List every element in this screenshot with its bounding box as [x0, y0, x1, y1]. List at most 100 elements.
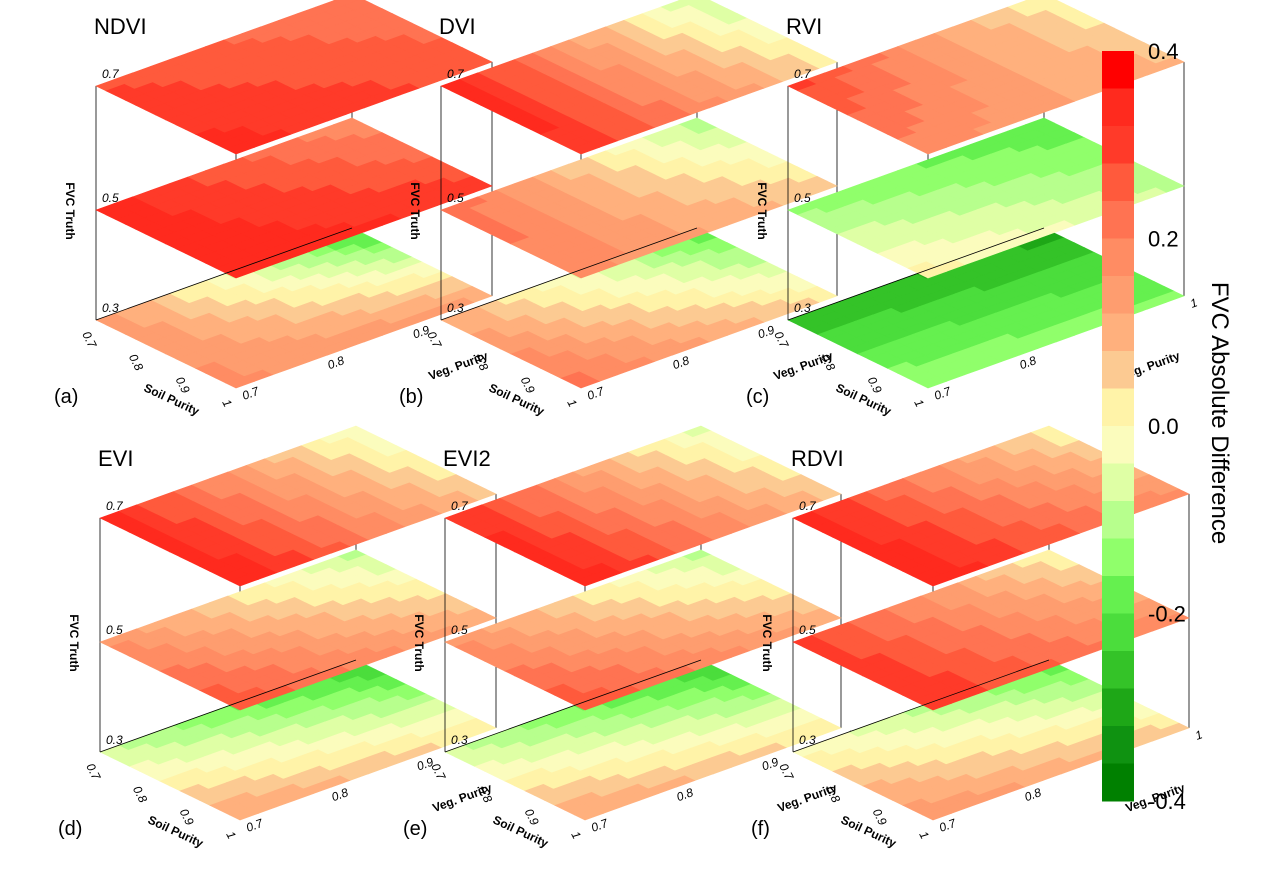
veg-tick-label: 0.7 — [240, 384, 262, 403]
colorbar-tick-label: 0.0 — [1148, 414, 1179, 439]
contour-cell — [574, 574, 605, 587]
fvc-level-label: 0.5 — [102, 191, 119, 205]
colorbar-segment — [1102, 351, 1134, 389]
soil-axis-line — [792, 659, 1050, 753]
fvc-level-label: 0.5 — [794, 191, 811, 205]
soil-tick-label: 0.9 — [522, 806, 542, 828]
veg-tick-label: 0.7 — [937, 816, 959, 835]
contour-cell — [917, 376, 948, 389]
fvc-level-label: 0.7 — [794, 67, 812, 81]
soil-tick-label: 0.7 — [83, 761, 104, 783]
panel-letter: (c) — [746, 386, 769, 408]
soil-tick-label: 1 — [219, 397, 235, 409]
veg-tick-label: 0.9 — [760, 755, 781, 774]
colorbar-segment — [1102, 501, 1134, 539]
colorbar-segment — [1102, 651, 1134, 689]
soil-tick-label: 0.9 — [177, 806, 197, 828]
panel-5: 0.70.50.30.70.80.910.70.80.91Soil Purity… — [403, 425, 856, 851]
fvc-level-label: 0.3 — [102, 301, 119, 315]
fvc-level-label: 0.5 — [799, 623, 816, 637]
veg-tick-label: 0.8 — [671, 353, 692, 372]
soil-purity-label: Soil Purity — [146, 813, 206, 851]
colorbar-segment — [1102, 276, 1134, 314]
fvc-truth-label: FVC Truth — [63, 182, 77, 239]
colorbar-segment — [1102, 126, 1134, 164]
colorbar-tick-label: 0.2 — [1148, 227, 1179, 252]
soil-tick-label: 0.7 — [79, 329, 100, 351]
veg-tick-label: 0.9 — [756, 323, 777, 342]
veg-tick-label: 0.9 — [415, 755, 436, 774]
fvc-level-label: 0.7 — [799, 499, 817, 513]
colorbar-segment — [1102, 51, 1134, 89]
layer-fvc-0.5 — [444, 549, 842, 711]
veg-tick-label: 0.8 — [675, 785, 696, 804]
panel-letter: (b) — [399, 386, 423, 408]
soil-tick-label: 0.9 — [518, 374, 538, 396]
panel-title: DVI — [439, 14, 476, 39]
panel-title: RDVI — [791, 446, 844, 471]
soil-tick-label: 0.8 — [130, 784, 150, 806]
panel-title: EVI2 — [443, 446, 491, 471]
soil-tick-label: 0.8 — [818, 352, 838, 374]
contour-cell — [922, 574, 953, 587]
fvc-truth-label: FVC Truth — [412, 614, 426, 671]
soil-purity-label: Soil Purity — [491, 813, 551, 851]
soil-tick-label: 0.8 — [823, 784, 843, 806]
soil-tick-label: 1 — [911, 397, 927, 409]
colorbar-title: FVC Absolute Difference — [1206, 282, 1233, 544]
colorbar-segment — [1102, 763, 1134, 802]
layer-fvc-0.3 — [99, 659, 497, 821]
contour-cell — [229, 574, 260, 587]
colorbar-tick-label: -0.2 — [1148, 602, 1186, 627]
soil-tick-label: 1 — [568, 829, 584, 841]
panel-letter: (e) — [403, 818, 427, 840]
fvc-level-label: 0.3 — [799, 733, 816, 747]
soil-tick-label: 0.9 — [173, 374, 193, 396]
fvc-level-label: 0.5 — [451, 623, 468, 637]
soil-purity-label: Soil Purity — [839, 813, 899, 851]
contour-cell — [570, 142, 601, 155]
soil-axis-line — [99, 659, 357, 753]
veg-tick-label: 0.8 — [1018, 353, 1039, 372]
veg-tick-label: 0.7 — [932, 384, 954, 403]
layer-fvc-0.7 — [787, 0, 1185, 155]
soil-tick-label: 0.7 — [776, 761, 797, 783]
panel-title: RVI — [786, 14, 822, 39]
veg-tick-label: 0.8 — [330, 785, 351, 804]
panel-2: 0.70.50.30.70.80.910.70.80.91Soil Purity… — [399, 0, 852, 419]
colorbar-segment — [1102, 88, 1134, 127]
fvc-truth-label: FVC Truth — [760, 614, 774, 671]
soil-tick-label: 0.8 — [475, 784, 495, 806]
soil-tick-label: 0.8 — [471, 352, 491, 374]
panel-4: 0.70.50.30.70.80.910.70.80.91Soil Purity… — [58, 425, 511, 851]
colorbar-segment — [1102, 201, 1134, 239]
panel-letter: (f) — [751, 818, 770, 840]
panel-1: 0.70.50.30.70.80.910.70.80.91Soil Purity… — [54, 0, 507, 419]
contour-cell — [922, 808, 953, 821]
soil-axis-line — [440, 227, 698, 321]
colorbar-segment — [1102, 313, 1134, 352]
layer-fvc-0.7 — [440, 0, 838, 155]
soil-tick-label: 1 — [916, 829, 932, 841]
contour-cell — [574, 808, 605, 821]
veg-tick-label: 0.8 — [326, 353, 347, 372]
fvc-level-label: 0.3 — [447, 301, 464, 315]
colorbar-segment — [1102, 576, 1134, 614]
veg-tick-label: 0.7 — [244, 816, 266, 835]
veg-tick-label: 0.7 — [585, 384, 607, 403]
colorbar-tick-label: 0.4 — [1148, 39, 1179, 64]
fvc-level-label: 0.7 — [102, 67, 120, 81]
veg-tick-label: 0.7 — [589, 816, 611, 835]
veg-tick-label: 1 — [1193, 727, 1204, 742]
layer-fvc-0.5 — [792, 549, 1190, 711]
soil-tick-label: 0.9 — [870, 806, 890, 828]
veg-tick-label: 0.8 — [1023, 785, 1044, 804]
fvc-level-label: 0.5 — [106, 623, 123, 637]
layer-fvc-0.7 — [95, 0, 493, 155]
colorbar-tick-label: -0.4 — [1148, 789, 1186, 814]
fvc-truth-label: FVC Truth — [755, 182, 769, 239]
contour-cell — [917, 142, 948, 155]
colorbar-segment — [1102, 688, 1134, 727]
colorbar: 0.4 0.2 0.0 -0.2 -0.4 FVC Absolute Difference — [1102, 39, 1233, 814]
